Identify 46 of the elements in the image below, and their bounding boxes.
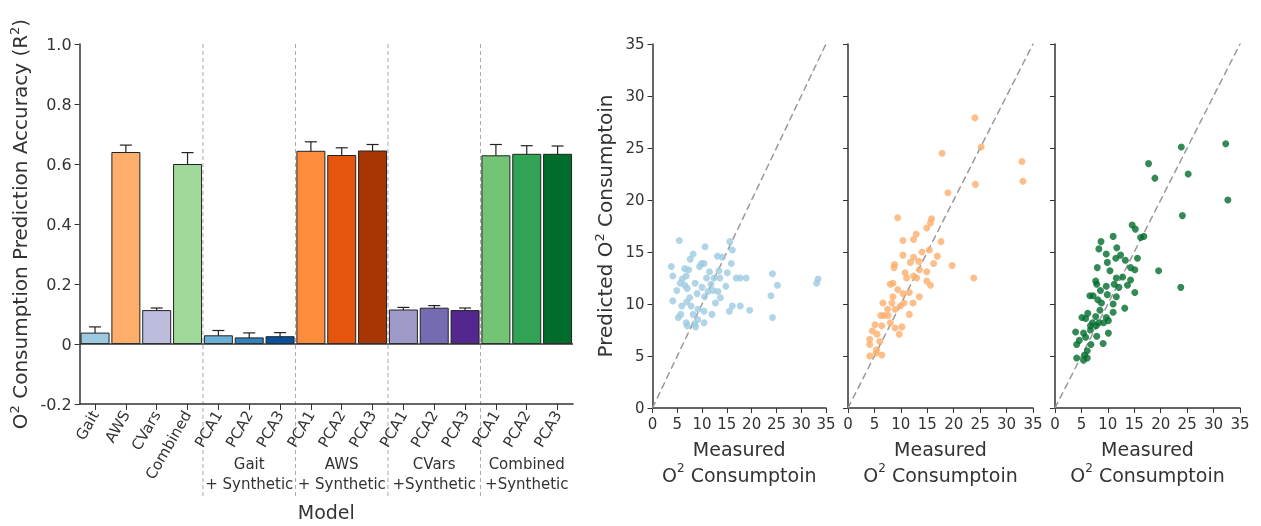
x-tick-label: 15 xyxy=(717,414,737,433)
x-tick-label: 35 xyxy=(1023,414,1043,433)
x-tick-label: 35 xyxy=(816,414,836,433)
x-tick-label: 0 xyxy=(843,414,853,433)
y-axis-title: O2 Consumption Prediction Accuracy (R2) xyxy=(7,18,32,430)
y-tick-label: 0.6 xyxy=(46,154,72,174)
x-tick-label: 35 xyxy=(1230,414,1250,433)
x-tick-label: 30 xyxy=(1204,414,1224,433)
x-tick-label: 25 xyxy=(1177,414,1197,433)
text: Gait + Synthetic xyxy=(205,455,294,493)
x-tick-label: 30 xyxy=(997,414,1017,433)
x-tick-label: 5 xyxy=(672,414,683,433)
y-tick-label: 25 xyxy=(625,139,645,157)
y-tick-label: 0.4 xyxy=(46,214,72,234)
text: AWS + Synthetic xyxy=(297,455,386,493)
x-tick-label: 5 xyxy=(869,414,880,433)
x-tick-label: 0 xyxy=(1050,414,1060,433)
x-tick-label: 30 xyxy=(791,414,811,433)
text: Combined +Synthetic xyxy=(485,455,569,493)
x-tick-label: 25 xyxy=(970,414,990,433)
y-tick-label: -0.2 xyxy=(40,394,72,414)
x-tick-label: 20 xyxy=(742,414,762,433)
bar xyxy=(388,309,418,344)
y-tick-label: 35 xyxy=(625,35,645,53)
x-axis-title: Model xyxy=(297,500,355,523)
y-tick-label: 0.2 xyxy=(46,274,72,294)
y-tick-label: 10 xyxy=(625,295,645,313)
x-tick-label: 10 xyxy=(1098,414,1118,433)
y-tick-label: 30 xyxy=(625,87,645,105)
y-tick-label: 20 xyxy=(625,191,645,209)
x-tick-label: 10 xyxy=(692,414,712,433)
y-tick-label: 0.8 xyxy=(46,94,72,114)
x-tick-label: 0 xyxy=(647,414,658,433)
x-tick-label: 10 xyxy=(891,414,911,433)
x-tick-label: 15 xyxy=(917,414,937,433)
x-tick-label: 25 xyxy=(766,414,786,433)
text: CVars +Synthetic xyxy=(392,455,476,493)
x-tick-label: 20 xyxy=(1151,414,1171,433)
x-tick-label: 15 xyxy=(1124,414,1144,433)
y-tick-label: 15 xyxy=(625,243,645,261)
x-tick-label: 20 xyxy=(944,414,964,433)
y-axis-title: Predicted O2 Consumptoin xyxy=(592,94,617,358)
y-tick-label: 0 xyxy=(61,334,72,354)
x-tick-label: 5 xyxy=(1076,414,1087,433)
y-tick-label: 1.0 xyxy=(46,34,72,54)
y-tick-label: 5 xyxy=(634,347,645,365)
